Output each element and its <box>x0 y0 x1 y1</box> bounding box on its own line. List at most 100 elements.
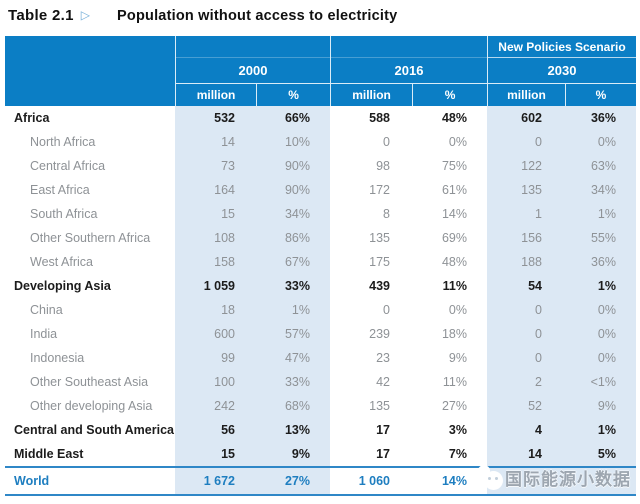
value-cell: 0% <box>562 322 636 346</box>
value-cell: 135 <box>369 231 390 245</box>
value-cell: 5% <box>562 442 636 466</box>
value-cell: 9% <box>255 442 330 466</box>
value-cell: 17 <box>376 423 390 437</box>
value-cell: <1% <box>562 370 636 394</box>
world-summary-band: World 1 672 27% 1 060 14% <box>5 466 636 496</box>
value-cell: 52 <box>487 394 562 418</box>
table-row: Other Southern Africa 108 86% 135 69% 156 55% <box>5 226 636 250</box>
scenario-label: New Policies Scenario <box>488 36 636 58</box>
value-cell: 0 <box>487 322 562 346</box>
value-cell: 1 059 <box>175 274 255 298</box>
value-cell: 4 <box>487 418 562 442</box>
value-cell: 55% <box>562 226 636 250</box>
region-cell: Indonesia <box>30 351 85 365</box>
table-row: Middle East 15 9% 17 7% 14 5% <box>5 442 636 466</box>
region-cell: World <box>14 474 50 488</box>
region-cell: Developing Asia <box>14 279 111 293</box>
region-cell: China <box>30 303 63 317</box>
wechat-logo-icon <box>477 463 505 491</box>
value-cell: 34% <box>255 202 330 226</box>
value-cell: 0% <box>562 298 636 322</box>
value-cell: 27% <box>441 399 467 413</box>
percent-header: % <box>412 84 487 106</box>
value-cell: 108 <box>175 226 255 250</box>
value-cell: 1% <box>255 298 330 322</box>
value-cell: 1% <box>562 202 636 226</box>
value-cell: 48% <box>441 255 467 269</box>
value-cell: 67% <box>255 250 330 274</box>
value-cell: 0 <box>487 130 562 154</box>
value-cell: 0 <box>487 346 562 370</box>
million-header: million <box>196 88 236 102</box>
value-cell: 14 <box>487 442 562 466</box>
value-cell: 175 <box>369 255 390 269</box>
percent-header: % <box>564 84 636 106</box>
value-cell: 1% <box>562 274 636 298</box>
table-row: West Africa 158 67% 175 48% 188 36% <box>5 250 636 274</box>
value-cell: 10% <box>255 130 330 154</box>
table-row: Central Africa 73 90% 98 75% 122 63% <box>5 154 636 178</box>
year-label: 2016 <box>331 58 487 84</box>
value-cell: 588 <box>369 111 390 125</box>
value-cell: 239 <box>369 327 390 341</box>
value-cell: 156 <box>487 226 562 250</box>
watermark-text: 国际能源小数据 <box>505 469 631 489</box>
region-cell: India <box>30 327 58 341</box>
region-cell: Other developing Asia <box>30 399 153 413</box>
table-caption: Population without access to electricity <box>117 8 398 24</box>
value-cell: 439 <box>369 279 390 293</box>
table-row: North Africa 14 10% 0 0% 0 0% <box>5 130 636 154</box>
triangle-marker-icon: ▷ <box>80 8 91 22</box>
table-row: Africa 532 66% 588 48% 602 36% <box>5 106 636 130</box>
million-header: million <box>507 88 546 102</box>
scenario-label <box>176 36 330 58</box>
table-row: India 600 57% 239 18% 0 0% <box>5 322 636 346</box>
table-header: 2000 million % 2016 million % New Polici… <box>5 36 636 106</box>
value-cell: 14 <box>175 130 255 154</box>
value-cell: 14% <box>441 207 467 221</box>
value-cell: 13% <box>255 418 330 442</box>
value-cell: 17 <box>376 447 390 461</box>
value-cell: 135 <box>369 399 390 413</box>
value-cell: 0 <box>487 298 562 322</box>
value-cell: 18% <box>441 327 467 341</box>
watermark: 国际能源小数据 <box>477 461 638 493</box>
region-column-header <box>5 36 175 106</box>
column-group-2030: New Policies Scenario 2030 million % <box>487 36 636 106</box>
region-cell: Other Southern Africa <box>30 231 151 245</box>
value-cell: 0% <box>562 130 636 154</box>
scenario-label <box>331 36 487 58</box>
value-cell: 63% <box>562 154 636 178</box>
value-cell: 9% <box>448 351 467 365</box>
region-cell: East Africa <box>30 183 90 197</box>
value-cell: 0% <box>448 303 467 317</box>
value-cell: 36% <box>562 250 636 274</box>
region-cell: West Africa <box>30 255 93 269</box>
value-cell: 36% <box>562 106 636 130</box>
data-table: 2000 million % 2016 million % New Polici… <box>5 36 636 496</box>
value-cell: 1% <box>562 418 636 442</box>
world-row: World 1 672 27% 1 060 14% <box>5 468 636 494</box>
table-title: Table 2.1 ▷ Population without access to… <box>8 7 636 24</box>
value-cell: 9% <box>562 394 636 418</box>
value-cell: 1 060 <box>358 474 390 488</box>
table-row: East Africa 164 90% 172 61% 135 34% <box>5 178 636 202</box>
value-cell: 11% <box>442 279 467 293</box>
value-cell: 69% <box>441 231 467 245</box>
value-cell: 172 <box>369 183 390 197</box>
value-cell: 18 <box>175 298 255 322</box>
region-cell: Africa <box>14 111 50 125</box>
value-cell: 47% <box>255 346 330 370</box>
value-cell: 2 <box>487 370 562 394</box>
value-cell: 23 <box>376 351 390 365</box>
region-cell: Central and South America <box>14 423 174 437</box>
table-row: China 18 1% 0 0% 0 0% <box>5 298 636 322</box>
value-cell: 27% <box>255 468 330 494</box>
region-cell: South Africa <box>30 207 98 221</box>
value-cell: 3% <box>448 423 467 437</box>
value-cell: 0 <box>383 303 390 317</box>
value-cell: 0% <box>448 135 467 149</box>
value-cell: 75% <box>441 159 467 173</box>
value-cell: 1 <box>487 202 562 226</box>
region-cell: Other Southeast Asia <box>30 375 149 389</box>
